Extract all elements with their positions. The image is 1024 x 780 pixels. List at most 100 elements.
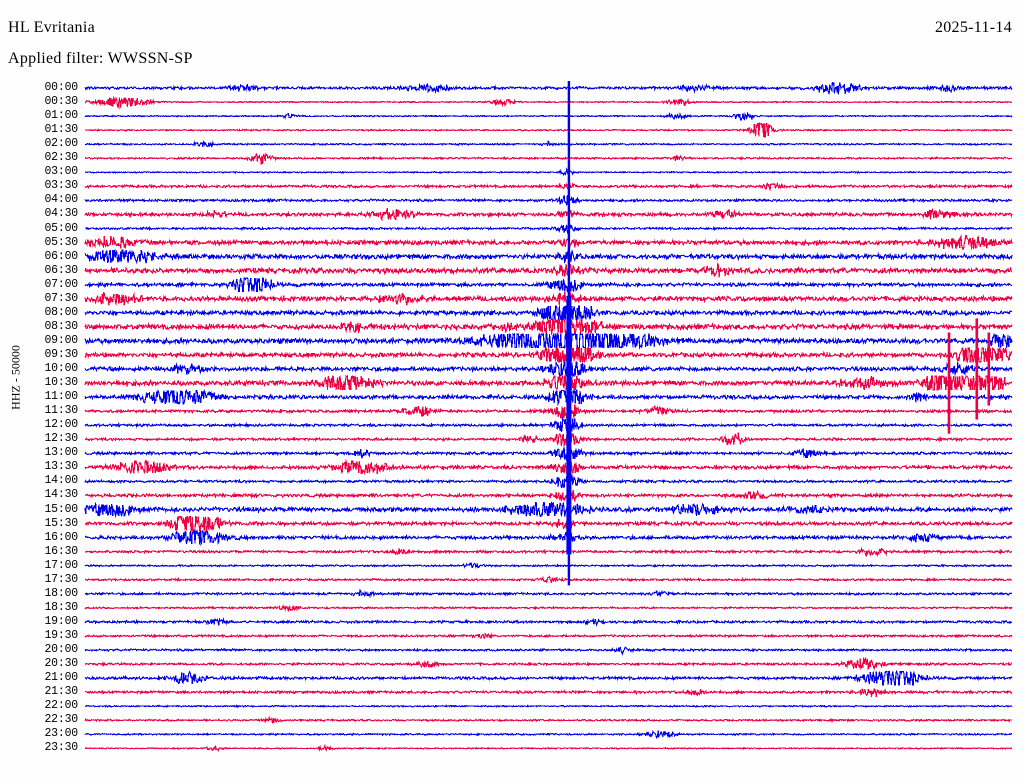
time-row-label: 15:00	[44, 502, 78, 516]
trace-line	[84, 743, 1012, 753]
time-row-label: 09:30	[44, 347, 78, 361]
time-row-label: 08:00	[44, 305, 78, 319]
time-row-label: 06:00	[44, 249, 78, 263]
trace-line	[84, 617, 1013, 627]
time-row-label: 11:30	[44, 404, 78, 418]
trace-line	[84, 501, 1013, 518]
local-event-clip-column	[987, 332, 991, 406]
trace-line	[84, 404, 1013, 419]
time-row-label: 05:30	[44, 235, 78, 249]
time-row-label: 02:30	[44, 151, 78, 165]
trace-line	[84, 704, 1013, 709]
trace-line	[84, 687, 1013, 697]
time-row-label: 22:30	[44, 713, 78, 727]
trace-line	[84, 528, 1013, 547]
time-row-label: 14:30	[44, 488, 78, 502]
trace-line	[84, 632, 1013, 640]
time-row-label: 07:00	[44, 277, 78, 291]
trace-line	[84, 140, 1013, 148]
trace-line	[84, 604, 1013, 612]
time-row-label: 10:30	[44, 376, 78, 390]
time-row-label: 04:00	[44, 193, 78, 207]
time-row-label: 03:30	[44, 179, 78, 193]
trace-line	[84, 657, 1013, 671]
trace-line	[84, 669, 1013, 686]
time-row-label: 05:00	[44, 221, 78, 235]
trace-line	[84, 646, 1013, 656]
time-row-label: 06:30	[44, 263, 78, 277]
applied-filter-label: Applied filter: WWSSN-SP	[8, 50, 193, 67]
trace-line	[85, 152, 1013, 165]
trace-line	[84, 562, 1012, 569]
trace-line	[84, 167, 1013, 176]
trace-line	[84, 361, 1013, 378]
trace-line	[84, 388, 1013, 406]
trace-line	[84, 474, 1013, 489]
time-row-label: 21:30	[44, 685, 78, 699]
trace-line	[84, 305, 1013, 321]
trace-line	[84, 489, 1013, 502]
time-row-label: 08:30	[44, 319, 78, 333]
major-event-precursor-column	[567, 81, 571, 312]
helicorder-plot: 00:00 00:30 01:00 01:30 02:00 02:30 03:00 03:30…	[0, 78, 1024, 772]
trace-line	[84, 277, 1013, 293]
trace-line	[84, 249, 1013, 265]
time-row-label: 12:30	[44, 432, 78, 446]
trace-line	[84, 261, 1013, 278]
trace-line	[84, 194, 1012, 206]
trace-line	[84, 82, 1013, 96]
time-row-label: 23:30	[44, 741, 78, 755]
trace-line	[84, 111, 1013, 122]
time-row-label: 20:00	[44, 643, 78, 656]
trace-line	[84, 96, 1013, 110]
trace-line	[84, 181, 1013, 192]
time-row-label: 19:00	[44, 614, 78, 628]
time-row-label: 13:00	[44, 446, 78, 460]
time-row-label: 18:30	[44, 600, 78, 614]
time-row-label: 17:30	[44, 572, 78, 586]
trace-line	[84, 416, 1013, 434]
trace-line	[84, 234, 1013, 251]
time-row-label: 00:30	[44, 95, 78, 109]
trace-line	[84, 446, 1013, 461]
trace-line	[84, 291, 1013, 306]
time-row-label: 03:00	[44, 165, 78, 179]
trace-line	[84, 715, 1013, 724]
trace-line	[84, 515, 1013, 531]
time-row-label: 17:00	[44, 558, 78, 572]
time-row-label: 20:30	[44, 657, 78, 671]
trace-line	[84, 318, 1013, 336]
time-row-label: 22:00	[44, 699, 78, 713]
trace-line	[84, 546, 1013, 558]
trace-line	[84, 729, 1013, 739]
time-row-label: 02:00	[44, 137, 78, 151]
time-row-label: 01:00	[44, 109, 78, 123]
major-event-coda-column	[567, 554, 571, 586]
time-row-label: 10:00	[44, 362, 78, 375]
time-row-label: 15:30	[44, 516, 78, 530]
time-row-label: 23:00	[44, 727, 78, 741]
time-row-label: 01:30	[44, 123, 78, 137]
time-row-label: 11:00	[44, 390, 78, 404]
time-row-label: 04:30	[44, 207, 78, 221]
time-row-label: 09:00	[44, 333, 78, 347]
time-row-label: 12:00	[44, 418, 78, 432]
trace-line	[84, 432, 1013, 447]
time-row-label: 07:30	[44, 291, 78, 305]
time-row-label: 21:00	[44, 671, 78, 685]
seismogram-traces	[84, 81, 1013, 753]
time-row-label: 18:00	[44, 586, 78, 600]
page-title: HL Evritania	[8, 19, 95, 36]
date-label: 2025-11-14	[934, 19, 1012, 36]
trace-line	[84, 332, 1013, 350]
time-row-label: 16:30	[44, 544, 78, 558]
time-row-label: 00:00	[44, 81, 78, 94]
time-row-label: 16:00	[44, 530, 78, 544]
trace-line	[84, 374, 1013, 391]
trace-line	[84, 575, 1013, 584]
major-event-clip-column	[566, 295, 572, 555]
trace-line	[84, 458, 1013, 476]
trace-line	[85, 588, 1013, 599]
trace-line	[84, 223, 1013, 236]
